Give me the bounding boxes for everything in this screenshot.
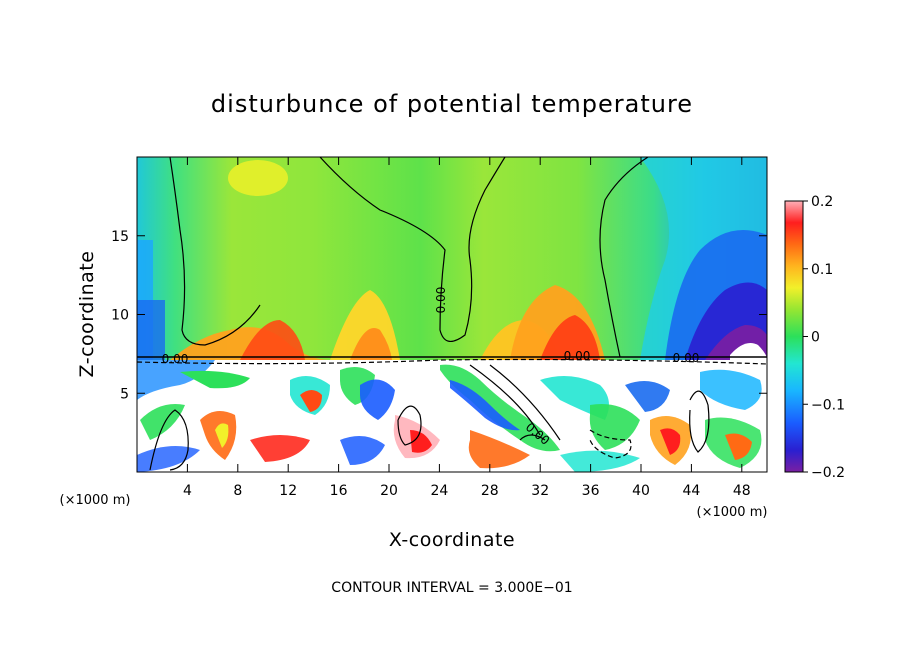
- colorbar-tick-label: −0.2: [811, 465, 845, 481]
- colorbar-tick-label: 0: [811, 330, 820, 346]
- contour-lines: [137, 157, 767, 471]
- x-unit-label: (×1000 m): [697, 505, 768, 520]
- x-tick-label: 8: [233, 483, 242, 499]
- x-tick-label: 4: [183, 483, 192, 499]
- heatmap-field: [137, 157, 767, 472]
- colorbar-tick-label: −0.1: [811, 397, 845, 413]
- x-tick-label: 40: [632, 483, 650, 499]
- y-tick-label: 10: [111, 308, 129, 324]
- y-axis-ticks: 5 10 15: [111, 229, 767, 402]
- y-tick-label: 5: [120, 386, 129, 402]
- contour-label: 0.00: [673, 351, 700, 365]
- x-tick-label: 16: [330, 483, 348, 499]
- x-tick-label: 24: [430, 483, 448, 499]
- colorbar: [784, 200, 804, 473]
- y-axis-label: Z-coordinate: [76, 251, 98, 378]
- colorbar-tick-label: 0.2: [811, 194, 833, 210]
- x-axis-ticks: 4 8 12 16 20 24 28 32 36 40 44 48: [183, 157, 751, 499]
- colorbar-tick-label: 0.1: [811, 262, 833, 278]
- x-tick-label: 36: [582, 483, 600, 499]
- x-axis-label: X-coordinate: [389, 529, 515, 551]
- x-tick-label: 20: [380, 483, 398, 499]
- x-tick-label: 12: [279, 483, 297, 499]
- colorbar-ticks: 0.2 0.1 0 −0.1 −0.2: [803, 194, 845, 481]
- y-tick-label: 15: [111, 229, 129, 245]
- contour-label: 0.00: [434, 287, 448, 314]
- x-tick-label: 32: [531, 483, 549, 499]
- contour-label: 0.00: [564, 349, 591, 363]
- z-unit-label: (×1000 m): [60, 493, 131, 508]
- contour-label: 0.00: [162, 352, 189, 366]
- contour-label-group: 0.00 0.00 0.00 0.00 0.00: [162, 287, 700, 448]
- x-tick-label: 28: [481, 483, 499, 499]
- contour-interval-note: CONTOUR INTERVAL = 3.000E−01: [331, 580, 572, 596]
- chart-title: disturbunce of potential temperature: [211, 90, 693, 118]
- x-tick-label: 44: [682, 483, 700, 499]
- x-tick-label: 48: [733, 483, 751, 499]
